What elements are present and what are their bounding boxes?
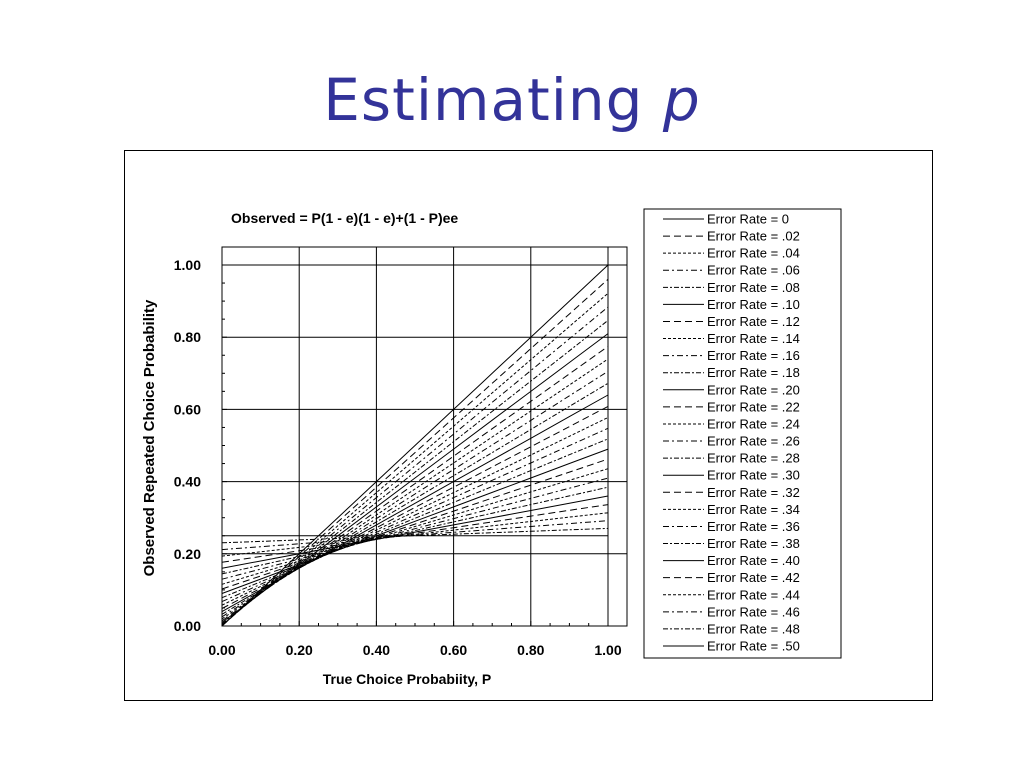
legend-label: Error Rate = .06 bbox=[707, 263, 800, 278]
legend-label: Error Rate = .04 bbox=[707, 246, 800, 261]
series-line bbox=[221, 370, 609, 618]
y-tick-label: 0.40 bbox=[174, 474, 201, 490]
series-layer bbox=[221, 264, 609, 627]
x-tick-label: 0.60 bbox=[440, 642, 467, 658]
legend-label: Error Rate = .12 bbox=[707, 314, 800, 329]
series-line bbox=[221, 448, 609, 594]
legend: Error Rate = 0 Error Rate = .02 Error Rate… bbox=[643, 208, 842, 659]
series-line bbox=[221, 264, 609, 627]
series-line bbox=[221, 458, 609, 590]
slide-title-variable: p bbox=[662, 66, 701, 134]
legend-label: Error Rate = .14 bbox=[707, 331, 800, 346]
chart-title: Observed = P(1 - e)(1 - e)+(1 - P)ee bbox=[231, 210, 458, 226]
legend-label: Error Rate = .08 bbox=[707, 280, 800, 295]
series-line bbox=[221, 394, 609, 613]
plot-area-border bbox=[221, 246, 628, 627]
series-line bbox=[221, 417, 609, 606]
x-tick-label: 0.20 bbox=[286, 642, 313, 658]
x-tick-label: 1.00 bbox=[594, 642, 621, 658]
x-axis-label: True Choice Probabiity, P bbox=[323, 671, 492, 687]
x-tick-label: 0.40 bbox=[363, 642, 390, 658]
legend-label: Error Rate = .34 bbox=[707, 502, 800, 517]
grid-layer bbox=[222, 247, 627, 626]
legend-label: Error Rate = .20 bbox=[707, 382, 800, 397]
slide-title: Estimating p bbox=[0, 66, 1024, 134]
series-line bbox=[221, 504, 609, 563]
x-tick-label: 0.80 bbox=[517, 642, 544, 658]
slide-title-text: Estimating bbox=[323, 66, 663, 134]
series-line bbox=[221, 495, 609, 569]
legend-label: Error Rate = .50 bbox=[707, 639, 800, 654]
legend-label: Error Rate = .38 bbox=[707, 536, 800, 551]
legend-label: Error Rate = .18 bbox=[707, 365, 800, 380]
chart-frame: Observed = P(1 - e)(1 - e)+(1 - P)ee Obs… bbox=[124, 150, 933, 701]
x-tick-label: 0.00 bbox=[208, 642, 235, 658]
legend-label: Error Rate = .22 bbox=[707, 399, 800, 414]
legend-label: Error Rate = .42 bbox=[707, 570, 800, 585]
series-line bbox=[221, 527, 609, 544]
series-line bbox=[221, 438, 609, 599]
legend-label: Error Rate = .46 bbox=[707, 604, 800, 619]
series-line bbox=[221, 306, 609, 626]
series-line bbox=[221, 512, 609, 557]
series-line bbox=[221, 427, 609, 603]
series-line bbox=[221, 320, 609, 625]
legend-label: Error Rate = .40 bbox=[707, 553, 800, 568]
legend-label: Error Rate = .30 bbox=[707, 468, 800, 483]
series-line bbox=[221, 486, 609, 575]
y-tick-label: 0.60 bbox=[174, 401, 201, 417]
legend-label: Error Rate = .44 bbox=[707, 587, 800, 602]
legend-label: Error Rate = .26 bbox=[707, 434, 800, 449]
legend-label: Error Rate = .48 bbox=[707, 621, 800, 636]
series-line bbox=[221, 477, 609, 580]
legend-label: Error Rate = .36 bbox=[707, 519, 800, 534]
legend-label: Error Rate = .32 bbox=[707, 485, 800, 500]
legend-label: Error Rate = 0 bbox=[707, 212, 789, 227]
tick-layer: 0.00 0.20 0.40 0.60 0.80 1.00 0.00 0.20 0.40 0.60… bbox=[174, 257, 622, 658]
y-tick-label: 0.00 bbox=[174, 618, 201, 634]
series-line bbox=[221, 405, 609, 609]
series-line bbox=[221, 468, 609, 585]
y-tick-label: 0.20 bbox=[174, 546, 201, 562]
legend-label: Error Rate = .24 bbox=[707, 416, 800, 431]
series-line bbox=[221, 520, 609, 551]
series-line bbox=[221, 292, 609, 626]
y-tick-label: 0.80 bbox=[174, 329, 201, 345]
series-line bbox=[221, 382, 609, 615]
chart-svg: Observed = P(1 - e)(1 - e)+(1 - P)ee Obs… bbox=[141, 208, 842, 687]
y-tick-label: 1.00 bbox=[174, 257, 201, 273]
legend-box bbox=[643, 208, 842, 659]
legend-label: Error Rate = .28 bbox=[707, 451, 800, 466]
series-line bbox=[221, 278, 609, 627]
legend-label: Error Rate = .10 bbox=[707, 297, 800, 312]
legend-label: Error Rate = .16 bbox=[707, 348, 800, 363]
y-axis-label: Observed Repeated Choice Probability bbox=[141, 299, 158, 576]
legend-label: Error Rate = .02 bbox=[707, 229, 800, 244]
